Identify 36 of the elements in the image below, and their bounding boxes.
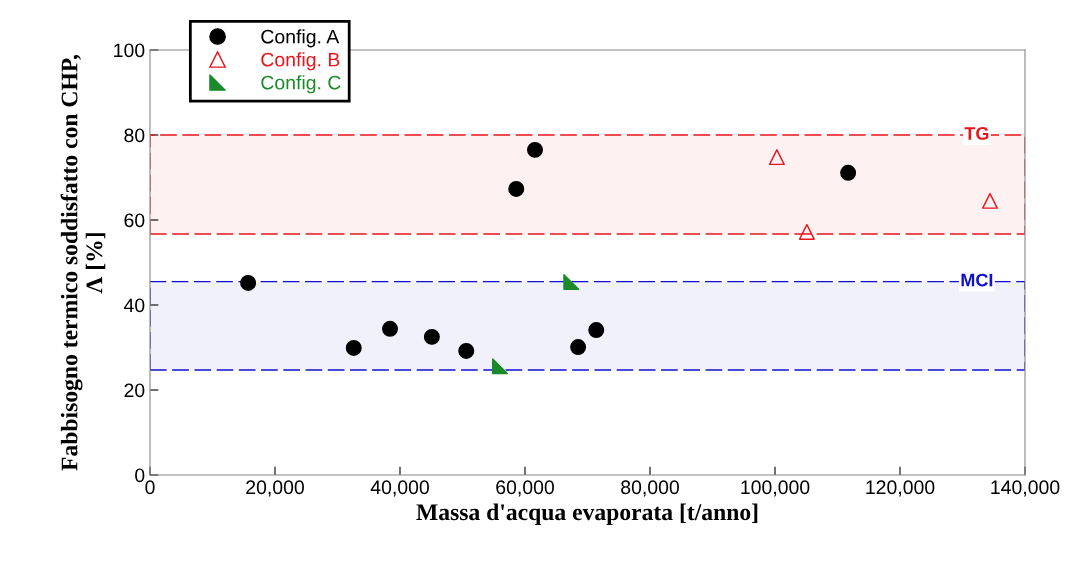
x-tick-label: 140,000: [991, 480, 1060, 497]
point: [423, 328, 440, 345]
point: [840, 164, 857, 181]
x-tick-label: 20,000: [246, 480, 304, 497]
x-tick-label: 100,000: [741, 480, 810, 497]
y-tick-label: 40: [123, 298, 145, 313]
y-axis-title: Fabbisogno termico soddisfatto con CHP, Λ [%]: [60, 54, 106, 471]
point: [345, 339, 362, 356]
x-tick-label: 60,000: [496, 480, 554, 497]
point: [240, 274, 257, 291]
point: [563, 274, 580, 291]
point: [798, 223, 815, 240]
x-tick-label: 120,000: [866, 480, 935, 497]
point: [492, 358, 508, 375]
x-tick-label: 40,000: [370, 480, 429, 497]
y-tick-label: 80: [124, 128, 145, 143]
point: [527, 141, 543, 158]
x-tick-label: 0: [145, 480, 155, 495]
point: [982, 192, 998, 209]
y-tick-label: 100: [114, 43, 145, 58]
y-tick-label: 20: [124, 383, 145, 398]
point: [458, 342, 475, 359]
band-label: MCI: [961, 273, 993, 287]
point: [508, 180, 525, 197]
point: [382, 320, 398, 337]
y-tick-label: 0: [135, 468, 145, 483]
legend-label: Config. C: [261, 75, 341, 94]
y-tick-label: 60: [124, 213, 145, 228]
point: [768, 149, 785, 166]
x-tick-label: 80,000: [621, 480, 679, 497]
legend-label: Config. A: [261, 29, 340, 48]
band-label: TG: [964, 127, 989, 140]
legend-label: Config. B: [261, 52, 340, 71]
point: [570, 339, 587, 356]
point: [588, 322, 605, 339]
x-axis-title: Massa d'acqua evaporata [t/anno]: [416, 503, 758, 525]
